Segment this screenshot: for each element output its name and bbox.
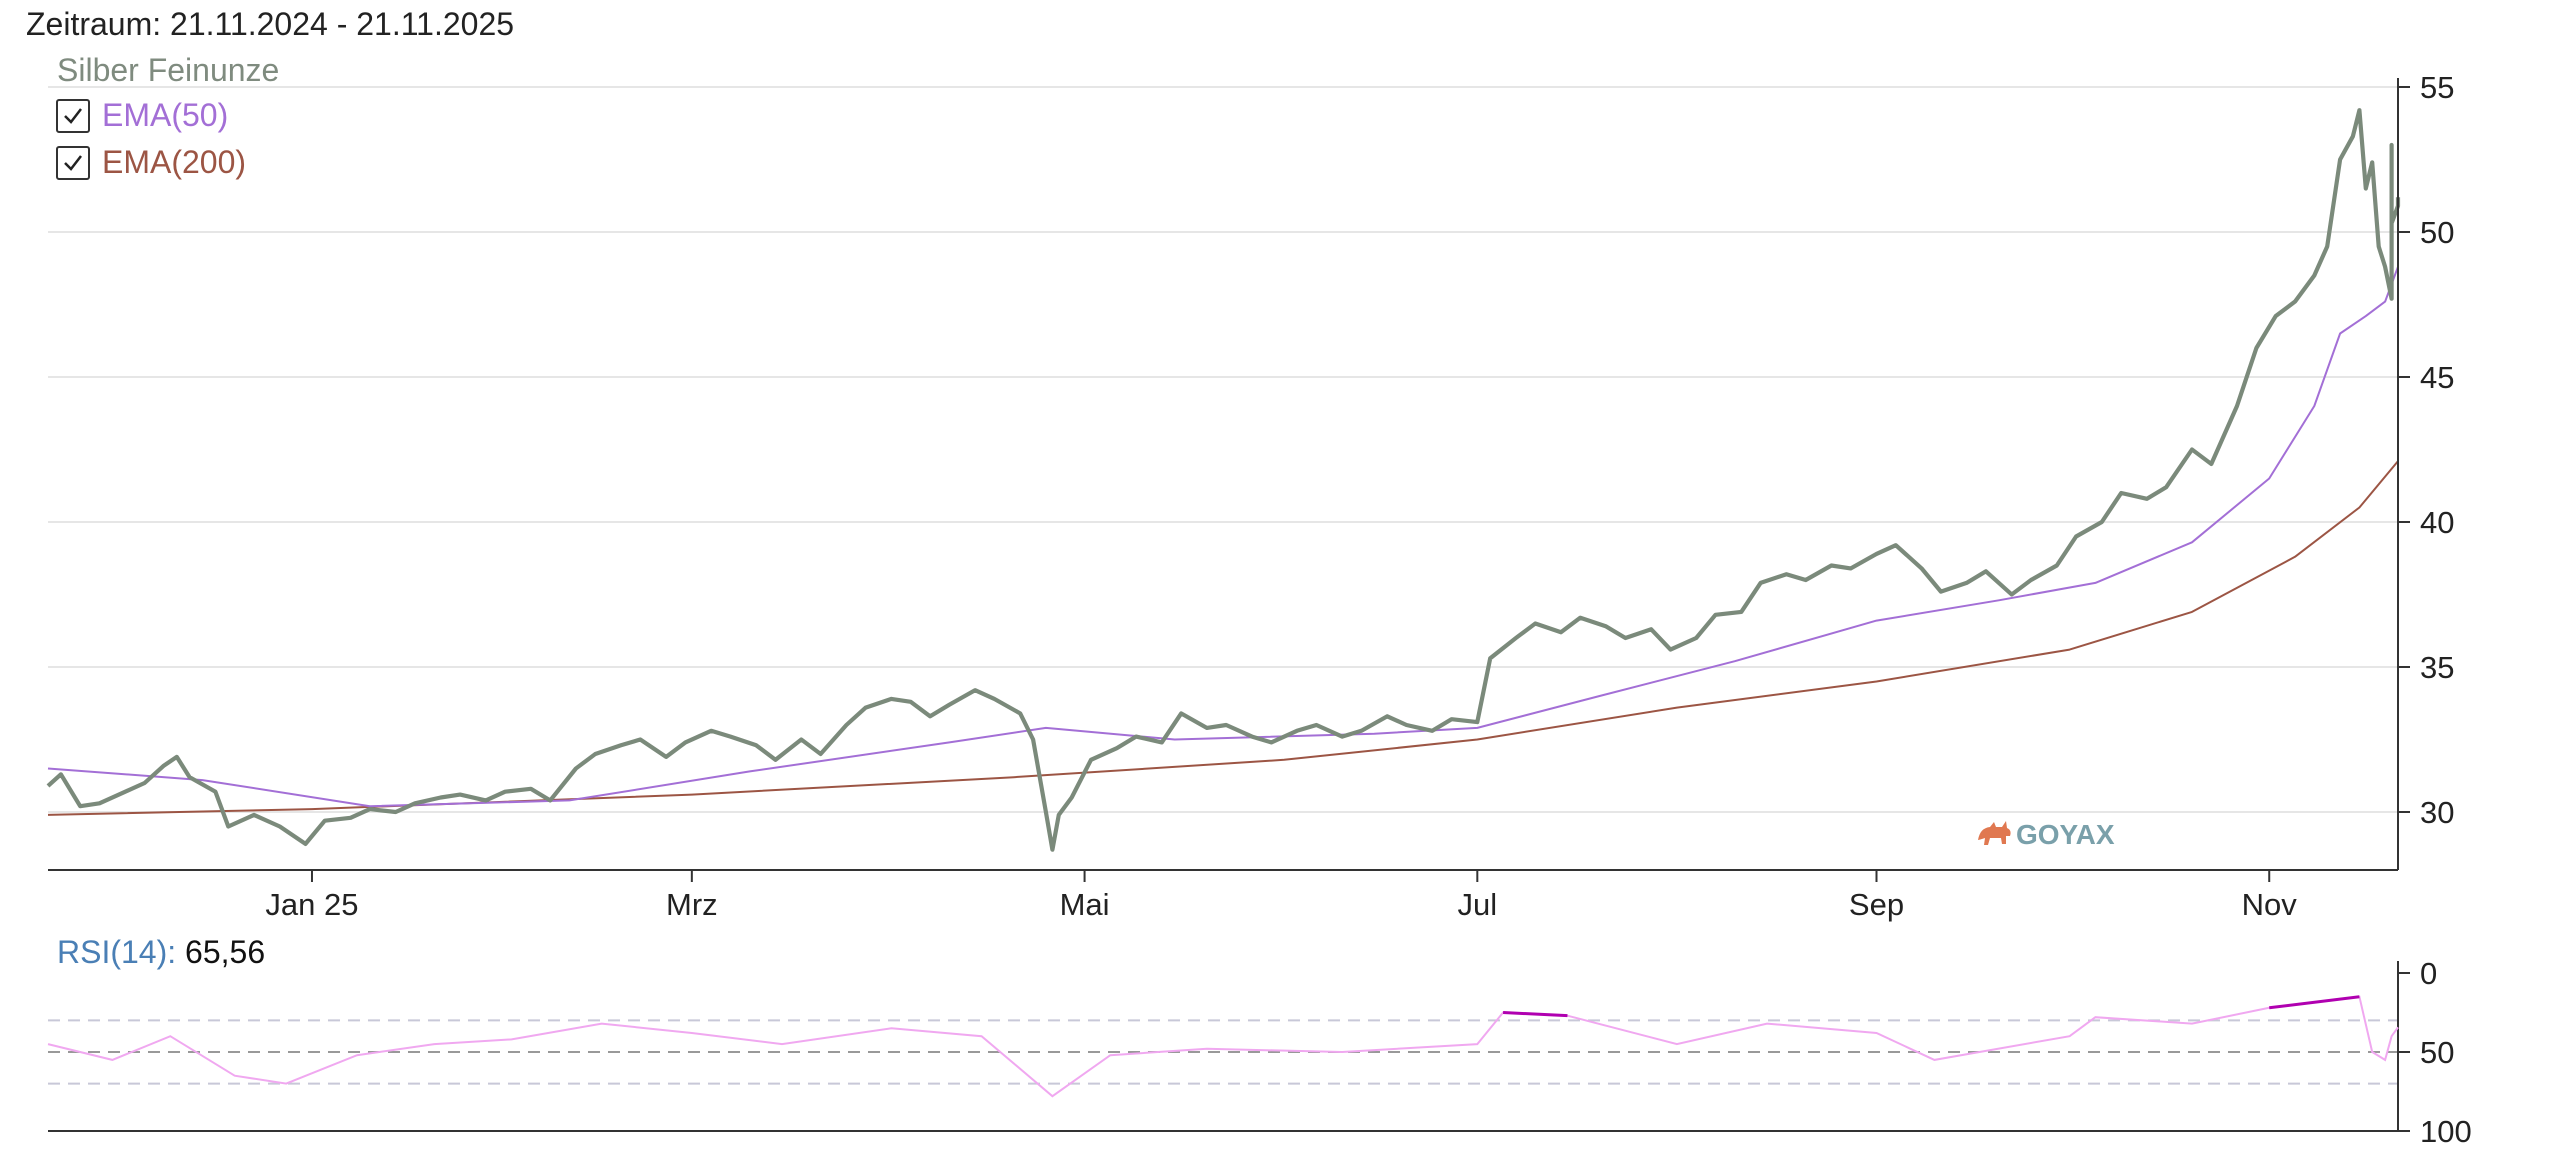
x-tick-label: Jan 25 [265,887,358,922]
y-tick-label: 50 [2420,215,2454,250]
rsi-y-tick-label: 0 [2420,956,2437,991]
check-icon [64,155,82,171]
rsi-name: RSI(14): [57,934,177,970]
rsi-line [47,995,2399,1098]
x-tick-label: Mrz [666,887,718,922]
instrument-name: Silber Feinunze [57,52,280,88]
rsi-y-tick-label: 100 [2420,1114,2472,1149]
ema50-legend-label[interactable]: EMA(50) [102,97,229,133]
x-tick-label: Sep [1849,887,1904,922]
bull-icon [1978,821,2011,845]
period-label: Zeitraum: 21.11.2024 - 21.11.2025 [26,6,515,42]
rsi-label: RSI(14): 65,56 [57,932,265,972]
rsi-extreme-segment [2269,995,2360,1010]
goyax-watermark: GOYAX [1978,819,2115,850]
y-tick-label: 35 [2420,650,2454,685]
ema50-checkbox[interactable] [56,99,90,133]
x-tick-label: Mai [1060,887,1110,922]
x-tick-label: Nov [2242,887,2298,922]
y-tick-label: 40 [2420,505,2454,540]
y-tick-label: 45 [2420,360,2454,395]
rsi-value: 65,56 [185,934,266,970]
y-tick-label: 55 [2420,70,2454,105]
ema50-line [47,266,2399,808]
ema200-line [47,460,2399,816]
check-icon [64,108,82,124]
x-tick-label: Jul [1457,887,1497,922]
goyax-wordmark: GOYAX [2016,819,2115,850]
ema200-legend-label[interactable]: EMA(200) [102,144,247,180]
price-line [46,108,2401,852]
ema200-checkbox[interactable] [56,146,90,180]
rsi-y-tick-label: 50 [2420,1035,2454,1070]
rsi-extreme-segment [1502,1011,1568,1018]
y-tick-label: 30 [2420,795,2454,830]
